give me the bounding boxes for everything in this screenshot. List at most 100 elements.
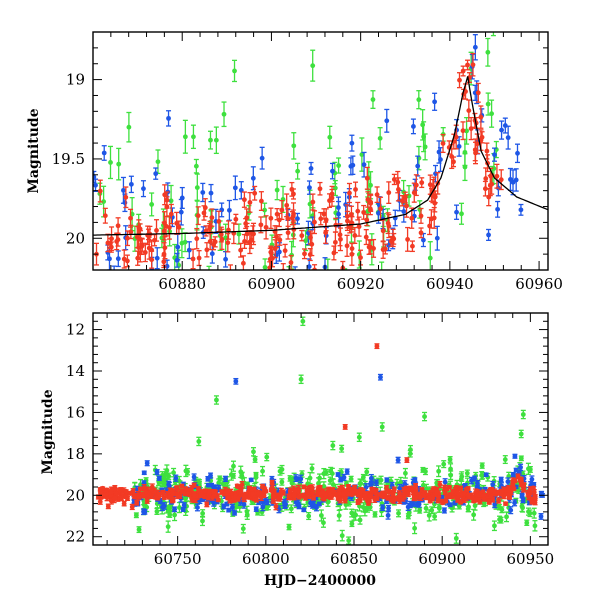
data-point xyxy=(244,231,250,237)
data-point xyxy=(289,186,295,192)
data-point xyxy=(214,397,219,403)
data-point xyxy=(399,198,405,204)
data-point xyxy=(356,434,362,440)
data-point xyxy=(491,23,496,28)
data-point xyxy=(322,307,327,312)
data-point xyxy=(418,230,424,236)
data-point xyxy=(489,181,495,187)
data-point xyxy=(380,505,386,511)
data-point xyxy=(228,272,233,277)
data-point xyxy=(456,503,462,509)
data-point xyxy=(93,174,97,180)
x-tick-label: 60900 xyxy=(248,275,296,293)
data-point xyxy=(212,239,218,245)
data-point xyxy=(472,476,478,481)
data-point xyxy=(464,470,470,476)
data-point xyxy=(274,187,280,193)
data-point xyxy=(531,510,537,516)
data-point xyxy=(508,507,514,513)
data-point xyxy=(498,477,504,482)
data-point xyxy=(391,177,397,182)
data-point xyxy=(329,471,335,476)
data-point xyxy=(305,230,311,236)
data-point xyxy=(196,255,202,261)
data-point xyxy=(125,235,130,241)
data-point xyxy=(168,211,174,217)
data-point xyxy=(149,247,155,253)
data-point xyxy=(386,505,391,511)
data-point xyxy=(327,478,333,484)
data-point xyxy=(121,187,126,193)
data-point xyxy=(483,186,488,192)
data-point xyxy=(126,124,132,130)
data-point xyxy=(232,68,237,74)
data-point xyxy=(438,157,443,162)
data-point xyxy=(273,504,279,510)
data-point xyxy=(186,247,192,253)
data-point xyxy=(335,472,341,477)
plot-area xyxy=(95,316,545,545)
data-point xyxy=(358,255,363,260)
data-point xyxy=(448,472,454,478)
data-point xyxy=(364,469,370,475)
data-point xyxy=(248,477,254,483)
series-0-points xyxy=(97,23,499,290)
data-point xyxy=(497,517,502,522)
data-point xyxy=(390,235,396,241)
data-point xyxy=(309,466,315,471)
data-point xyxy=(460,68,466,74)
data-point xyxy=(416,97,422,103)
data-point xyxy=(194,236,200,242)
data-point xyxy=(465,62,470,68)
data-point xyxy=(318,216,324,222)
data-point xyxy=(141,470,147,476)
data-point xyxy=(165,524,171,530)
bottom-panel-xlabel: HJD−2400000 xyxy=(264,573,376,589)
data-point xyxy=(161,251,167,257)
data-point xyxy=(427,223,433,229)
series-1-points xyxy=(93,34,524,312)
y-tick-label: 20 xyxy=(66,229,85,247)
y-tick-label: 19.5 xyxy=(52,150,85,168)
data-point xyxy=(344,213,350,219)
data-point xyxy=(492,523,497,529)
data-point xyxy=(260,468,265,474)
data-point xyxy=(361,162,367,168)
data-point xyxy=(437,482,443,487)
data-point xyxy=(484,148,490,154)
data-point xyxy=(216,480,222,486)
data-point xyxy=(411,190,417,196)
data-point xyxy=(238,247,244,253)
data-point xyxy=(232,185,238,191)
data-point xyxy=(136,527,142,533)
data-point xyxy=(391,487,397,493)
data-point xyxy=(242,239,247,244)
data-point xyxy=(432,514,438,519)
data-point xyxy=(166,508,172,514)
data-point xyxy=(498,177,504,183)
data-point xyxy=(168,198,174,204)
data-point xyxy=(483,472,489,478)
data-point xyxy=(519,503,525,509)
data-point xyxy=(101,150,107,156)
data-point xyxy=(288,260,294,265)
data-point xyxy=(108,244,114,250)
data-point xyxy=(178,209,184,215)
data-point xyxy=(366,244,372,250)
data-point xyxy=(210,285,215,290)
data-point xyxy=(396,186,401,192)
data-point xyxy=(128,215,133,221)
data-point xyxy=(395,457,401,463)
data-point xyxy=(204,247,210,253)
data-point xyxy=(154,469,160,475)
data-point xyxy=(180,507,186,512)
top-panel-ylabel: Magnitude xyxy=(26,108,42,193)
data-point xyxy=(223,476,228,482)
data-point xyxy=(496,504,502,510)
data-point xyxy=(397,485,403,491)
data-point xyxy=(240,260,246,266)
data-point xyxy=(277,468,283,474)
data-point xyxy=(520,498,526,503)
data-point xyxy=(355,208,361,214)
